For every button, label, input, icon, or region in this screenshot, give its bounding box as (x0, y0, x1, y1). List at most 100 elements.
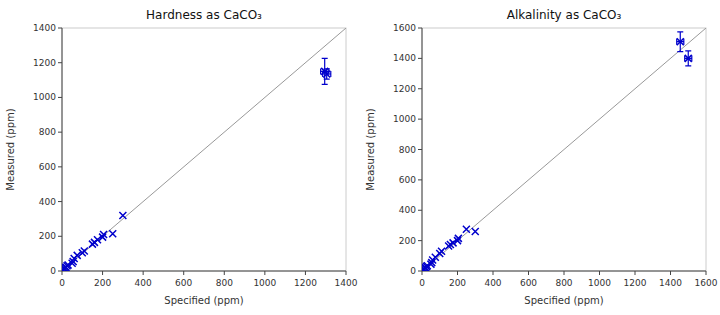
y-tick-label: 600 (399, 175, 416, 185)
x-tick-label: 1600 (695, 278, 718, 288)
y-tick-label: 0 (50, 266, 56, 276)
y-tick (418, 149, 422, 150)
x-tick (564, 271, 565, 275)
x-tick (224, 271, 225, 275)
reference-line (422, 28, 706, 271)
y-tick-label: 800 (399, 145, 416, 155)
y-tick (58, 132, 62, 133)
y-tick (418, 119, 422, 120)
x-tick-label: 1000 (588, 278, 611, 288)
x-tick-label: 1200 (294, 278, 317, 288)
point-marker (81, 248, 88, 255)
y-axis-label: Measured (ppm) (365, 108, 376, 190)
point-marker (438, 248, 445, 255)
y-tick (58, 28, 62, 29)
error-bar-x (323, 71, 331, 77)
x-tick (183, 271, 184, 275)
chart-figure: 0 200 400 600 800 1000 1200 1400 0 200 400 600 800 10… (0, 0, 720, 315)
chart-title: Hardness as CaCO₃ (146, 8, 262, 22)
point-marker (100, 231, 107, 238)
y-tick (58, 236, 62, 237)
y-tick (418, 240, 422, 241)
error-bar-y (677, 32, 683, 52)
error-bar-y (685, 51, 691, 66)
y-tick (58, 201, 62, 202)
plot-data (422, 28, 706, 271)
y-tick-label: 600 (39, 162, 56, 172)
point-marker (323, 70, 330, 77)
x-tick (528, 271, 529, 275)
plot-frame (62, 28, 346, 271)
y-tick (418, 28, 422, 29)
x-tick-label: 400 (135, 278, 152, 288)
x-tick (346, 271, 347, 275)
x-tick-label: 0 (419, 278, 425, 288)
plot-frame (422, 28, 706, 271)
y-tick (58, 271, 62, 272)
y-tick-label: 1600 (393, 23, 416, 33)
y-tick-label: 1200 (33, 58, 56, 68)
y-tick-label: 800 (39, 127, 56, 137)
x-tick (670, 271, 671, 275)
x-tick (62, 271, 63, 275)
x-tick-label: 200 (449, 278, 466, 288)
y-tick (418, 210, 422, 211)
y-tick-label: 200 (39, 231, 56, 241)
point-marker (677, 38, 684, 45)
chart-panel: 0 200 400 600 800 1000 1200 1400 1600 0 200 400 600 8… (365, 8, 718, 306)
x-tick-label: 200 (94, 278, 111, 288)
y-tick-label: 1000 (393, 114, 416, 124)
error-bar-x (677, 39, 684, 45)
y-axis-line (62, 28, 63, 271)
reference-line (62, 28, 346, 271)
point-marker (455, 235, 462, 242)
y-tick-label: 200 (399, 236, 416, 246)
x-tick (457, 271, 458, 275)
y-tick-label: 400 (39, 197, 56, 207)
y-tick-label: 1400 (33, 23, 56, 33)
x-tick-label: 400 (484, 278, 501, 288)
point-marker (463, 226, 470, 233)
y-axis-label: Measured (ppm) (5, 108, 16, 190)
plot-data (62, 28, 346, 271)
x-tick (264, 271, 265, 275)
y-tick-label: 1200 (393, 84, 416, 94)
x-tick-label: 1200 (624, 278, 647, 288)
y-tick-label: 1000 (33, 92, 56, 102)
point-marker (472, 228, 479, 235)
x-tick (706, 271, 707, 275)
x-tick (102, 271, 103, 275)
x-axis-label: Specified (ppm) (164, 295, 243, 306)
y-tick (418, 179, 422, 180)
x-tick-label: 800 (216, 278, 233, 288)
x-axis-label: Specified (ppm) (524, 295, 603, 306)
x-tick-label: 0 (59, 278, 65, 288)
x-tick (422, 271, 423, 275)
x-tick (599, 271, 600, 275)
y-tick-label: 0 (410, 266, 416, 276)
x-tick (305, 271, 306, 275)
y-tick (58, 62, 62, 63)
x-tick (493, 271, 494, 275)
x-tick-label: 1400 (659, 278, 682, 288)
point-marker (119, 212, 126, 219)
x-tick-label: 1400 (335, 278, 358, 288)
y-tick (58, 97, 62, 98)
chart-panel: 0200400600800100012001400020040060080010… (5, 8, 358, 306)
y-tick (418, 58, 422, 59)
y-tick-label: 1400 (393, 53, 416, 63)
point-marker (685, 55, 692, 62)
x-tick-label: 800 (555, 278, 572, 288)
x-tick-label: 600 (175, 278, 192, 288)
y-tick (418, 88, 422, 89)
x-tick-label: 600 (520, 278, 537, 288)
y-tick (58, 166, 62, 167)
y-tick (418, 271, 422, 272)
point-marker (109, 230, 116, 237)
y-tick-label: 400 (399, 205, 416, 215)
chart-title: Alkalinity as CaCO₃ (507, 8, 622, 22)
x-tick (143, 271, 144, 275)
error-bar-x (685, 55, 692, 61)
x-tick (635, 271, 636, 275)
x-axis-line (62, 271, 346, 272)
